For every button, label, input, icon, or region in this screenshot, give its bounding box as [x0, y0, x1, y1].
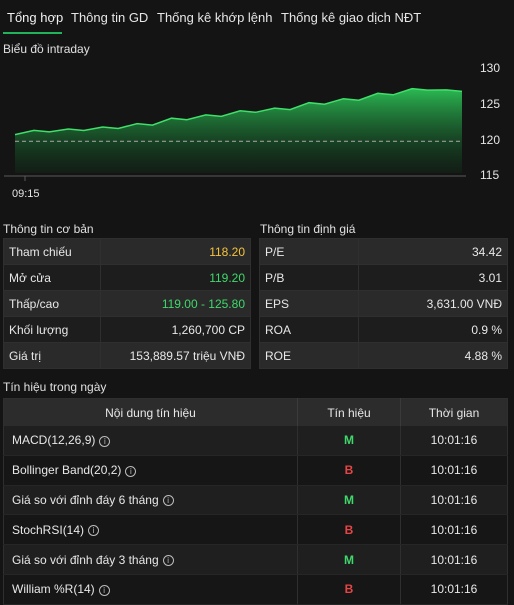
row-label: EPS [259, 290, 359, 317]
signals-title: Tín hiệu trong ngày [3, 380, 107, 394]
row-label: ROA [259, 316, 359, 343]
price-area [15, 88, 462, 173]
valuation-title: Thông tin định giá [260, 222, 356, 236]
signal-time: 10:01:16 [400, 426, 508, 456]
row-value: 3.01 [358, 264, 508, 291]
table-row: EPS 3,631.00 VNĐ [259, 290, 508, 317]
info-icon[interactable]: i [88, 525, 100, 537]
signal-name-cell: Bollinger Band(20,2) i [3, 455, 298, 486]
table-row: ROE 4.88 % [259, 342, 508, 369]
table-row: Bollinger Band(20,2) i B 10:01:16 [3, 455, 508, 486]
table-row: Giá so với đỉnh đáy 6 tháng i M 10:01:16 [3, 485, 508, 516]
column-header: Tín hiệu [297, 398, 401, 426]
row-value: 3,631.00 VNĐ [358, 290, 508, 317]
table-row: Mở cửa 119.20 [3, 264, 251, 291]
table-row: Thấp/cao 119.00 - 125.80 [3, 290, 251, 317]
row-value: 1,260,700 CP [100, 316, 251, 343]
row-label: P/B [259, 264, 359, 291]
signal-value: B [297, 455, 401, 486]
row-value: 153,889.57 triệu VNĐ [100, 342, 251, 369]
x-tick-label: 09:15 [12, 188, 40, 200]
signal-time: 10:01:16 [400, 574, 508, 605]
row-label: Khối lượng [3, 316, 101, 343]
tab-thong-tin-gd[interactable]: Thông tin GD [71, 10, 149, 25]
row-label: Mở cửa [3, 264, 101, 291]
signal-name: Bollinger Band(20,2) [12, 463, 122, 478]
table-row: Khối lượng 1,260,700 CP [3, 316, 251, 343]
column-header: Thời gian [400, 398, 508, 426]
signal-name-cell: William %R(14) i [3, 574, 298, 605]
signal-name-cell: Giá so với đỉnh đáy 3 tháng i [3, 544, 298, 575]
row-label: P/E [259, 238, 359, 265]
column-header: Nội dung tín hiệu [3, 398, 298, 426]
basic-info-title: Thông tin cơ bản [3, 222, 94, 236]
signal-value: M [297, 485, 401, 516]
row-label: ROE [259, 342, 359, 369]
y-tick-label: 125 [480, 97, 501, 111]
row-value: 119.00 - 125.80 [100, 290, 251, 317]
signal-value: M [297, 544, 401, 575]
price-line [14, 87, 463, 136]
signal-name: MACD(12,26,9) [12, 433, 96, 448]
info-icon[interactable]: i [125, 465, 137, 477]
intraday-chart: 130 125 120 115 09:15 [0, 55, 514, 205]
table-row: William %R(14) i B 10:01:16 [3, 574, 508, 605]
row-value: 118.20 [100, 238, 251, 265]
signal-name: Giá so với đỉnh đáy 6 tháng [12, 492, 159, 507]
intraday-chart-svg [4, 87, 466, 181]
signal-value: B [297, 574, 401, 605]
row-value: 0.9 % [358, 316, 508, 343]
signal-value: B [297, 514, 401, 546]
tab-thong-ke-khop-lenh[interactable]: Thống kê khớp lệnh [157, 10, 273, 25]
signal-name: StochRSI(14) [12, 522, 85, 537]
signal-time: 10:01:16 [400, 455, 508, 486]
active-tab-indicator [3, 32, 62, 34]
row-value: 34.42 [358, 238, 508, 265]
signal-name: Giá so với đỉnh đáy 3 tháng [12, 552, 159, 567]
table-row: P/B 3.01 [259, 264, 508, 291]
signal-time: 10:01:16 [400, 514, 508, 546]
signals-table: Nội dung tín hiệu Tín hiệu Thời gian MAC… [3, 398, 508, 605]
basic-info-table: Tham chiếu 118.20 Mở cửa 119.20 Thấp/cao… [3, 238, 251, 369]
info-icon[interactable]: i [162, 495, 174, 507]
table-row: ROA 0.9 % [259, 316, 508, 343]
signal-name-cell: Giá so với đỉnh đáy 6 tháng i [3, 485, 298, 516]
table-header-row: Nội dung tín hiệu Tín hiệu Thời gian [3, 398, 508, 426]
row-label: Tham chiếu [3, 238, 101, 265]
signal-name: William %R(14) [12, 582, 95, 597]
info-icon[interactable]: i [162, 554, 174, 566]
signal-value: M [297, 426, 401, 456]
tab-thong-ke-giao-dich-ndt[interactable]: Thống kê giao dịch NĐT [281, 10, 422, 25]
row-label: Giá trị [3, 342, 101, 369]
table-row: Giá so với đỉnh đáy 3 tháng i M 10:01:16 [3, 544, 508, 575]
tab-bar: Tổng hợp Thông tin GD Thống kê khớp lệnh… [0, 0, 514, 36]
table-row: StochRSI(14) i B 10:01:16 [3, 514, 508, 546]
tab-tong-hop[interactable]: Tổng hợp [7, 10, 64, 25]
info-icon[interactable]: i [99, 435, 111, 447]
table-row: Giá trị 153,889.57 triệu VNĐ [3, 342, 251, 369]
y-tick-label: 130 [480, 61, 501, 75]
row-label: Thấp/cao [3, 290, 101, 317]
table-row: P/E 34.42 [259, 238, 508, 265]
chart-title: Biểu đồ intraday [3, 42, 90, 56]
y-tick-label: 120 [480, 133, 501, 147]
signal-time: 10:01:16 [400, 485, 508, 516]
signal-time: 10:01:16 [400, 544, 508, 575]
signal-name-cell: MACD(12,26,9) i [3, 426, 298, 456]
signal-name-cell: StochRSI(14) i [3, 514, 298, 546]
valuation-table: P/E 34.42 P/B 3.01 EPS 3,631.00 VNĐ ROA … [259, 238, 508, 369]
table-row: MACD(12,26,9) i M 10:01:16 [3, 426, 508, 456]
row-value: 4.88 % [358, 342, 508, 369]
table-row: Tham chiếu 118.20 [3, 238, 251, 265]
row-value: 119.20 [100, 264, 251, 291]
info-icon[interactable]: i [98, 584, 110, 596]
y-tick-label: 115 [480, 168, 500, 182]
